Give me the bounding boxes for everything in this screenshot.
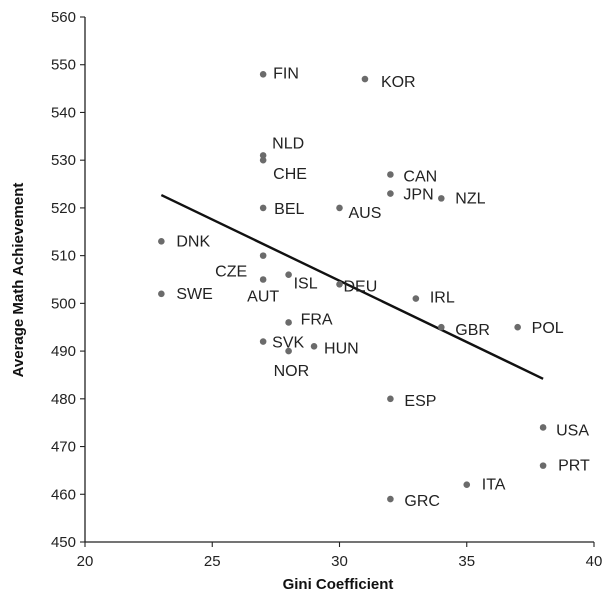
point-label-kor: KOR bbox=[381, 74, 416, 91]
point-label-ita: ITA bbox=[482, 477, 506, 494]
x-tick-label: 30 bbox=[331, 553, 348, 570]
data-point-fin bbox=[259, 70, 267, 78]
point-label-svk: SVK bbox=[272, 335, 304, 352]
data-point-ita bbox=[463, 481, 471, 489]
point-label-jpn: JPN bbox=[403, 187, 433, 204]
point-label-deu: DEU bbox=[344, 278, 378, 295]
point-label-esp: ESP bbox=[404, 393, 436, 410]
data-point-bel bbox=[259, 204, 267, 212]
y-tick-label: 480 bbox=[51, 391, 76, 408]
y-tick-label: 550 bbox=[51, 57, 76, 74]
y-tick-label: 540 bbox=[51, 104, 76, 121]
y-axis-ticks: 450 460 470 480 490 500 510 520 530 540 550 560 bbox=[51, 9, 85, 551]
x-tick-label: 20 bbox=[77, 553, 94, 570]
point-label-fin: FIN bbox=[273, 65, 299, 82]
data-point-aus bbox=[336, 204, 343, 212]
point-label-aut: AUT bbox=[247, 289, 279, 306]
point-label-can: CAN bbox=[403, 169, 437, 186]
point-label-irl: IRL bbox=[430, 290, 455, 307]
y-tick-label: 510 bbox=[51, 248, 76, 265]
point-label-dnk: DNK bbox=[176, 233, 210, 250]
point-label-usa: USA bbox=[556, 422, 589, 439]
point-label-fra: FRA bbox=[301, 311, 333, 328]
point-label-bel: BEL bbox=[274, 201, 304, 218]
data-point-irl bbox=[412, 295, 420, 302]
data-point-jpn bbox=[387, 190, 394, 197]
data-point-nld bbox=[259, 152, 267, 159]
data-point-fra bbox=[285, 319, 292, 326]
point-label-grc: GRC bbox=[404, 493, 440, 510]
data-point-che bbox=[259, 156, 267, 164]
x-tick-label: 40 bbox=[586, 553, 603, 570]
point-label-cze: CZE bbox=[215, 264, 247, 281]
x-axis-ticks: 20 25 30 35 40 bbox=[77, 542, 603, 570]
x-axis-title: Gini Coefficient bbox=[283, 576, 394, 591]
point-label-gbr: GBR bbox=[455, 322, 490, 339]
data-point-svk bbox=[259, 338, 267, 345]
data-point-dnk bbox=[158, 238, 165, 245]
point-label-che: CHE bbox=[273, 166, 307, 183]
data-point-hun bbox=[310, 343, 318, 350]
point-label-swe: SWE bbox=[176, 286, 212, 303]
point-label-isl: ISL bbox=[294, 276, 318, 293]
y-tick-label: 500 bbox=[51, 295, 76, 312]
y-tick-label: 520 bbox=[51, 200, 76, 217]
data-point-nor bbox=[285, 347, 292, 355]
data-point-deu bbox=[336, 280, 343, 288]
y-tick-label: 460 bbox=[51, 486, 76, 503]
trend-line bbox=[160, 193, 544, 380]
point-label-nld: NLD bbox=[272, 135, 304, 152]
point-label-nor: NOR bbox=[274, 363, 310, 380]
data-point-cze bbox=[259, 252, 267, 259]
point-label-aus: AUS bbox=[349, 205, 382, 222]
y-tick-label: 450 bbox=[51, 534, 76, 551]
y-tick-label: 560 bbox=[51, 9, 76, 26]
data-point-isl bbox=[285, 271, 292, 279]
data-point-prt bbox=[539, 462, 547, 469]
y-tick-label: 530 bbox=[51, 152, 76, 169]
data-point-esp bbox=[387, 395, 394, 403]
x-tick-label: 35 bbox=[458, 553, 475, 570]
data-point-gbr bbox=[438, 323, 445, 331]
data-point-nzl bbox=[438, 195, 445, 202]
data-point-grc bbox=[387, 495, 394, 503]
point-label-nzl: NZL bbox=[455, 190, 485, 207]
y-tick-label: 470 bbox=[51, 439, 76, 456]
x-tick-label: 25 bbox=[204, 553, 221, 570]
data-point-kor bbox=[361, 75, 369, 83]
data-point-can bbox=[387, 171, 394, 178]
y-tick-label: 490 bbox=[51, 343, 76, 360]
point-label-pol: POL bbox=[532, 320, 564, 337]
point-label-hun: HUN bbox=[324, 340, 359, 357]
data-point-aut bbox=[259, 276, 267, 283]
data-point-swe bbox=[158, 290, 165, 298]
data-point-pol bbox=[514, 323, 521, 331]
y-axis-title: Average Math Achievement bbox=[10, 183, 27, 378]
point-label-prt: PRT bbox=[558, 458, 590, 475]
data-point-usa bbox=[539, 424, 547, 431]
